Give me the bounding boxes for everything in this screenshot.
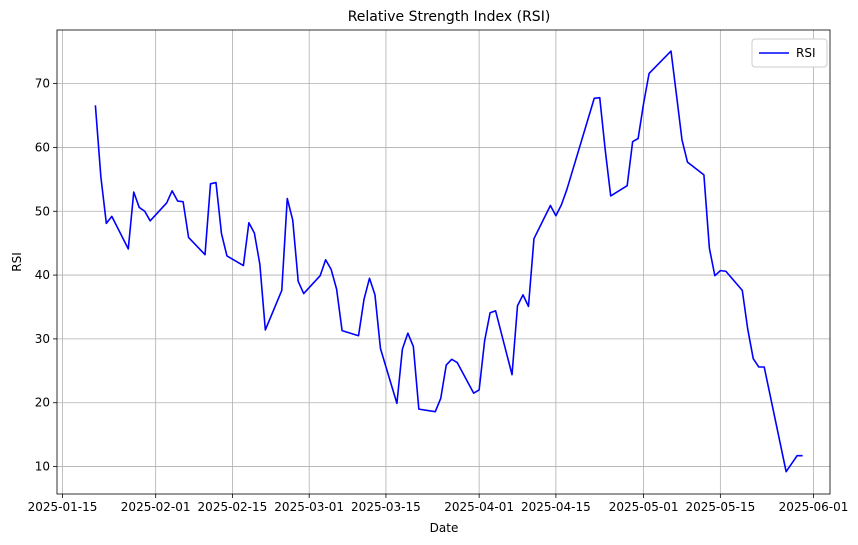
y-tick-label: 50 bbox=[35, 204, 50, 218]
x-tick-label: 2025-04-01 bbox=[444, 500, 514, 514]
y-tick-label: 10 bbox=[35, 460, 50, 474]
y-tick-label: 30 bbox=[35, 332, 50, 346]
x-tick-label: 2025-01-15 bbox=[28, 500, 98, 514]
x-tick-label: 2025-03-15 bbox=[351, 500, 421, 514]
series-layer bbox=[94, 50, 803, 473]
y-tick-label: 70 bbox=[35, 77, 50, 91]
legend-box bbox=[751, 38, 828, 68]
chart-title: Relative Strength Index (RSI) bbox=[348, 9, 551, 25]
y-axis: 10 20 30 40 50 60 70 bbox=[35, 77, 57, 474]
x-tick-label: 2025-02-01 bbox=[121, 500, 191, 514]
x-tick-label: 2025-04-15 bbox=[521, 500, 591, 514]
x-tick-label: 2025-06-01 bbox=[779, 500, 849, 514]
legend: RSI bbox=[751, 38, 828, 68]
y-axis-label: RSI bbox=[10, 252, 24, 272]
y-tick-label: 60 bbox=[35, 140, 50, 154]
x-axis-label: Date bbox=[430, 521, 459, 535]
x-tick-label: 2025-05-15 bbox=[685, 500, 755, 514]
legend-label-rsi: RSI bbox=[796, 46, 816, 60]
plot-frame bbox=[56, 29, 831, 495]
series-line-rsi bbox=[94, 50, 803, 473]
grid bbox=[57, 30, 830, 494]
x-axis: 2025-01-15 2025-02-01 2025-02-15 2025-03-01… bbox=[28, 494, 849, 514]
x-tick-label: 2025-03-01 bbox=[274, 500, 344, 514]
x-tick-label: 2025-02-15 bbox=[198, 500, 268, 514]
x-tick-label: 2025-05-01 bbox=[609, 500, 679, 514]
y-tick-label: 40 bbox=[35, 268, 50, 282]
y-tick-label: 20 bbox=[35, 396, 50, 410]
